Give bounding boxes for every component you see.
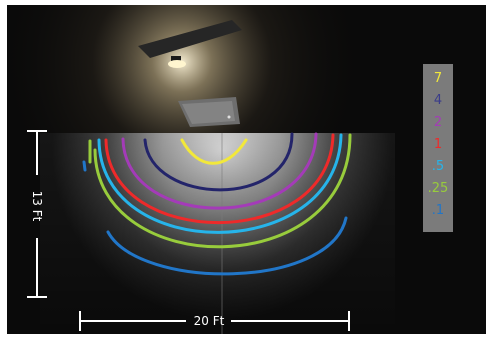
legend-item-2: 4 <box>433 93 443 108</box>
legend-item-5: .5 <box>431 159 445 174</box>
isoline-3 <box>121 132 318 210</box>
width-label: 20 Ft <box>193 314 225 328</box>
legend-item-7: .1 <box>431 203 445 218</box>
isoline-7-segment <box>82 160 87 172</box>
light-fixture <box>171 56 181 63</box>
legend-item-4: 1 <box>433 137 443 152</box>
panel-indicator <box>227 115 231 119</box>
light-source <box>168 60 186 68</box>
isolux-contours <box>82 132 352 276</box>
height-dimension <box>27 130 47 298</box>
legend-item-3: 2 <box>433 115 443 130</box>
isoline-6 <box>93 133 352 249</box>
ceiling-panel-inner <box>182 101 235 124</box>
isoline-1 <box>180 138 248 165</box>
isoline-5 <box>97 133 343 234</box>
width-dimension <box>79 311 350 331</box>
isoline-7 <box>106 216 348 276</box>
isoline-2 <box>143 132 294 192</box>
legend-item-1: 7 <box>433 71 443 86</box>
isoline-4 <box>104 133 335 225</box>
height-label: 13 Ft <box>30 190 44 222</box>
legend-item-6: .25 <box>427 181 449 196</box>
ceiling-glow <box>7 5 486 135</box>
illuminance-legend: 7 4 2 1 .5 .25 .1 <box>423 64 453 232</box>
ceiling-beam <box>138 20 242 58</box>
